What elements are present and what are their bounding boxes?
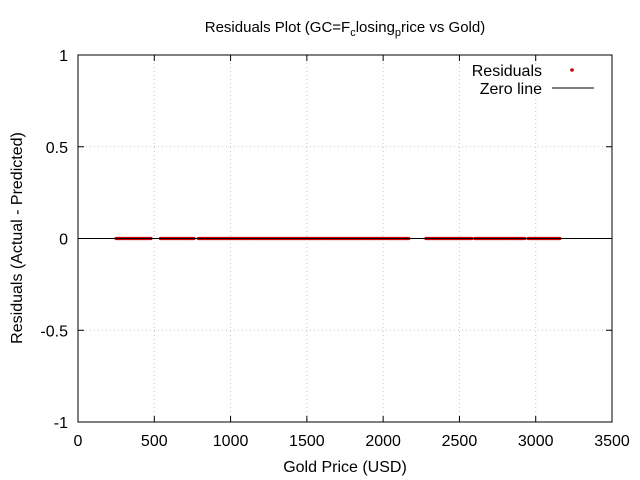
- x-tick-label: 3000: [518, 433, 554, 450]
- x-tick-label: 3500: [594, 433, 630, 450]
- x-tick-label: 2000: [365, 433, 401, 450]
- y-tick-label: 0.5: [46, 140, 68, 157]
- legend-label-residuals: Residuals: [472, 63, 542, 80]
- y-tick-label: -0.5: [40, 323, 68, 340]
- x-tick-label: 500: [141, 433, 168, 450]
- x-tick-label: 0: [74, 433, 83, 450]
- x-tick-label: 2500: [442, 433, 478, 450]
- title-middle: losing: [356, 19, 395, 36]
- title-end: rice vs Gold): [401, 19, 485, 36]
- y-tick-label: 0: [59, 232, 68, 249]
- y-tick-label: -1: [54, 415, 68, 432]
- chart-title: Residuals Plot (GC=Fclosingprice vs Gold…: [205, 19, 485, 39]
- x-axis-title: Gold Price (USD): [283, 459, 407, 476]
- title-subscript-1: c: [350, 27, 356, 39]
- axis-ticks: 0 500 1000 1500 2000 2500 3000 3500 1 0.5 0 -0.5 -1: [40, 48, 629, 450]
- y-tick-label: 1: [59, 48, 68, 65]
- x-tick-label: 1000: [213, 433, 249, 450]
- data-series: [78, 236, 612, 241]
- legend-marker-residuals: [570, 68, 574, 72]
- legend-label-zero-line: Zero line: [480, 81, 542, 98]
- legend: Residuals Zero line: [472, 63, 594, 98]
- y-axis-title: Residuals (Actual - Predicted): [9, 132, 26, 344]
- x-tick-label: 1500: [289, 433, 325, 450]
- title-subscript-2: p: [395, 27, 401, 39]
- title-main: Residuals Plot (GC=F: [205, 19, 350, 36]
